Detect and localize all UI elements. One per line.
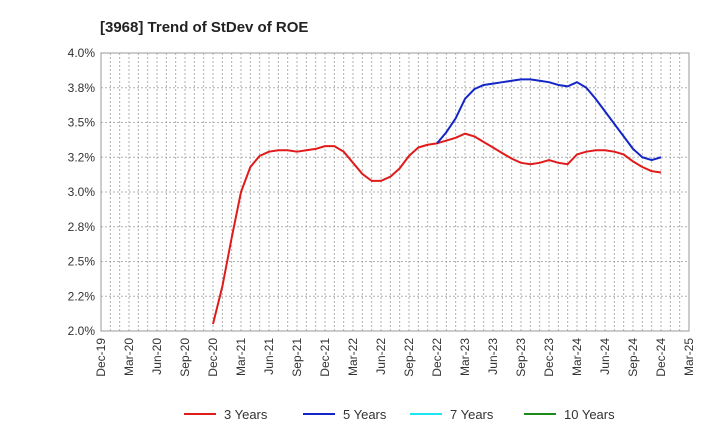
grid — [101, 53, 689, 331]
x-tick-label: Jun-24 — [598, 338, 612, 375]
x-tick-label: Jun-23 — [486, 338, 500, 375]
y-tick-label: 3.5% — [68, 116, 96, 130]
chart-title: [3968] Trend of StDev of ROE — [100, 19, 308, 36]
x-tick-label: Sep-20 — [178, 338, 192, 377]
x-axis: Dec-19 Mar-20 Jun-20 Sep-20 Dec-20 Mar-21 Jun-… — [94, 338, 696, 377]
legend: 3 Years 5 Years 7 Years 10 Years — [184, 407, 615, 422]
legend-label-5-years: 5 Years — [343, 407, 387, 422]
y-tick-label: 4.0% — [68, 46, 96, 60]
y-tick-label: 3.0% — [68, 185, 96, 199]
x-tick-label: Jun-21 — [262, 338, 276, 375]
x-tick-label: Sep-21 — [290, 338, 304, 377]
legend-label-7-years: 7 Years — [450, 407, 494, 422]
x-tick-label: Sep-22 — [402, 338, 416, 377]
x-tick-label: Mar-25 — [682, 338, 696, 376]
y-tick-label: 3.8% — [68, 81, 96, 95]
x-tick-label: Mar-23 — [458, 338, 472, 376]
x-tick-label: Dec-21 — [318, 338, 332, 377]
x-tick-label: Sep-23 — [514, 338, 528, 377]
x-tick-label: Mar-24 — [570, 338, 584, 376]
x-tick-label: Mar-20 — [122, 338, 136, 376]
x-tick-label: Mar-21 — [234, 338, 248, 376]
legend-label-10-years: 10 Years — [564, 407, 615, 422]
x-tick-label: Dec-24 — [654, 338, 668, 377]
x-tick-label: Jun-22 — [374, 338, 388, 375]
y-tick-label: 3.2% — [68, 150, 96, 164]
series-line-5-years — [436, 78, 662, 162]
y-axis: 2.0% 2.2% 2.5% 2.8% 3.0% 3.2% 3.5% 3.8% 4.0% — [68, 46, 96, 338]
x-tick-label: Jun-20 — [150, 338, 164, 375]
plot-frame — [100, 52, 690, 332]
x-tick-label: Sep-24 — [626, 338, 640, 377]
x-tick-label: Dec-23 — [542, 338, 556, 377]
x-tick-label: Dec-22 — [430, 338, 444, 377]
y-tick-label: 2.8% — [68, 220, 96, 234]
y-tick-label: 2.5% — [68, 255, 96, 269]
y-tick-label: 2.2% — [68, 289, 96, 303]
x-tick-label: Dec-19 — [94, 338, 108, 377]
legend-label-3-years: 3 Years — [224, 407, 268, 422]
y-tick-label: 2.0% — [68, 324, 96, 338]
x-tick-label: Mar-22 — [346, 338, 360, 376]
series-group — [212, 78, 662, 325]
x-tick-label: Dec-20 — [206, 338, 220, 377]
